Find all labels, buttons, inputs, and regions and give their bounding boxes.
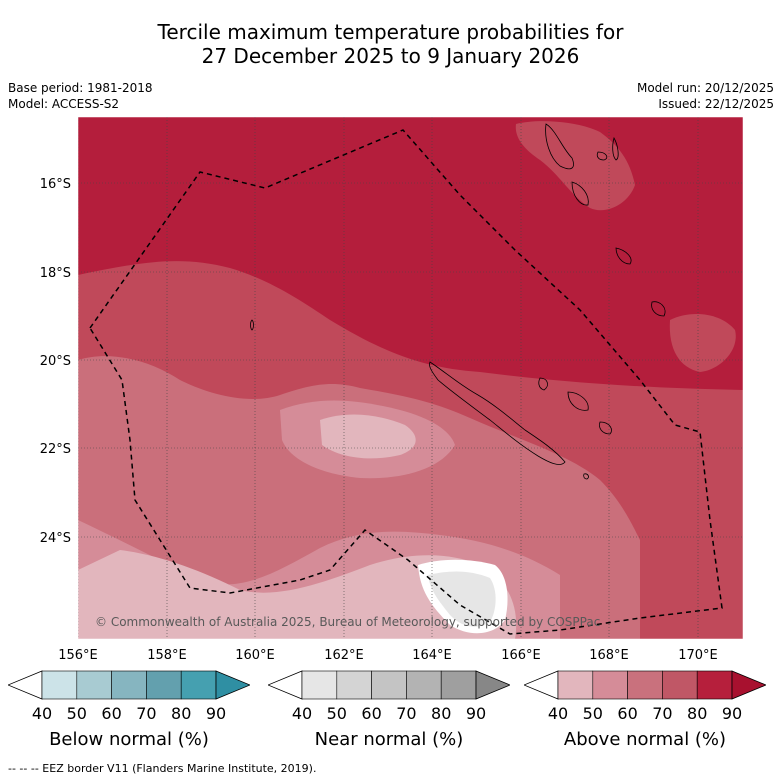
colorbar-tick-label: 50 xyxy=(326,704,347,723)
lat-labels: 16°S 18°S 20°S 22°S 24°S xyxy=(40,177,71,546)
colorbar-extend-high xyxy=(731,670,768,700)
meta-right: Model run: 20/12/2025 Issued: 22/12/2025 xyxy=(637,80,774,112)
lon-label: 168°E xyxy=(589,648,629,663)
colorbar-swatch xyxy=(336,670,372,700)
lon-label: 158°E xyxy=(147,648,187,663)
colorbar-tick-label: 40 xyxy=(547,704,569,723)
colorbar-near-swatches xyxy=(266,670,512,700)
colorbar-swatch xyxy=(371,670,407,700)
chesterfield-islet xyxy=(250,319,254,331)
vanuatu-south-coast xyxy=(615,247,632,265)
colorbar-tick-label: 40 xyxy=(31,704,53,723)
colorbar-below-ticks: 40 50 60 70 80 90 xyxy=(8,704,250,724)
colorbar-extend-low xyxy=(266,670,303,700)
probability-field: © Commonwealth of Australia 2025, Bureau… xyxy=(78,117,743,639)
colorbar-tick-label: 90 xyxy=(465,704,487,723)
colorbar-swatch xyxy=(440,670,477,700)
lon-label: 162°E xyxy=(324,648,364,663)
colorbar-tick-label: 60 xyxy=(361,704,382,723)
colorbar-tick-label: 60 xyxy=(617,704,638,723)
colorbar-tick-label: 50 xyxy=(66,704,87,723)
colorbar-extend-low xyxy=(6,670,43,700)
colorbar-tick-label: 90 xyxy=(205,704,227,723)
colorbar-swatch xyxy=(111,670,147,700)
colorbar-tick-label: 80 xyxy=(687,704,708,723)
island-loyalty-2 xyxy=(538,377,548,391)
lon-labels: 156°E 158°E 160°E 162°E 164°E 166°E 168°… xyxy=(58,648,718,663)
new-caledonia-coast xyxy=(429,361,566,465)
lon-label: 170°E xyxy=(678,648,718,663)
title-line-1: Tercile maximum temperature probabilitie… xyxy=(157,20,624,44)
above-70-80-region-e xyxy=(669,314,736,372)
colorbar-swatch xyxy=(146,670,182,700)
colorbar-tick-label: 80 xyxy=(171,704,192,723)
colorbar-swatch xyxy=(41,670,78,700)
colorbar-tick-label: 70 xyxy=(396,704,417,723)
lon-label: 156°E xyxy=(58,648,98,663)
near-normal-40-50-area xyxy=(428,571,496,627)
lat-label: 18°S xyxy=(40,266,71,281)
colorbar-tick-label: 90 xyxy=(721,704,743,723)
map-frame xyxy=(77,116,744,640)
colorbar-swatch xyxy=(592,670,628,700)
colorbar-swatch xyxy=(696,670,733,700)
colorbar-swatch xyxy=(180,670,217,700)
colorbar-above-swatches xyxy=(522,670,768,700)
lon-label: 160°E xyxy=(235,648,275,663)
colorbar-near-label: Near normal (%) xyxy=(314,729,464,750)
colorbar-extend-high xyxy=(475,670,512,700)
meta-left: Base period: 1981-2018 Model: ACCESS-S2 xyxy=(8,80,153,112)
island-east-1 xyxy=(651,301,666,317)
isle-of-pines-coast xyxy=(583,473,589,480)
island-loyalty-3 xyxy=(599,421,612,435)
colorbar-above-ticks: 40 50 60 70 80 90 xyxy=(524,704,766,724)
colorbar-swatch xyxy=(301,670,338,700)
map-title: Tercile maximum temperature probabilitie… xyxy=(0,20,781,68)
island-ne-2 xyxy=(612,136,619,161)
copyright-notice: © Commonwealth of Australia 2025, Bureau… xyxy=(95,615,600,629)
lat-label: 24°S xyxy=(40,531,71,546)
island-ne-1 xyxy=(596,151,608,161)
coastlines xyxy=(250,123,666,480)
lat-label: 16°S xyxy=(40,177,71,192)
colorbar-tick-label: 50 xyxy=(582,704,603,723)
model-run: Model run: 20/12/2025 xyxy=(636,81,774,95)
colorbar-swatch xyxy=(627,670,663,700)
lat-label: 20°S xyxy=(40,354,71,369)
above-70-80-region-ne xyxy=(515,121,635,211)
colorbar-extend-low xyxy=(522,670,559,700)
colorbar-near-ticks: 40 50 60 70 80 90 xyxy=(268,704,510,724)
colorbar-above-normal: 40 50 60 70 80 90 Above normal (%) xyxy=(522,665,768,750)
vanuatu-north-coast xyxy=(545,123,574,170)
colorbar-below-swatches xyxy=(6,670,252,700)
colorbar-tick-label: 40 xyxy=(291,704,313,723)
colorbar-tick-label: 60 xyxy=(101,704,122,723)
model-name: Model: ACCESS-S2 xyxy=(8,97,120,111)
above-40-50-region-south xyxy=(78,550,517,639)
eez-border xyxy=(89,129,723,635)
colorbar-tick-label: 70 xyxy=(136,704,157,723)
colorbar-swatch xyxy=(662,670,698,700)
colorbar-extend-high xyxy=(215,670,252,700)
colorbar-near-normal: 40 50 60 70 80 90 Near normal (%) xyxy=(266,665,512,750)
lat-label: 22°S xyxy=(40,442,71,457)
lon-label: 166°E xyxy=(501,648,541,663)
eez-legend-footer: -- -- -- EEZ border V11 (Flanders Marine… xyxy=(8,762,317,775)
gridlines xyxy=(78,117,743,639)
lon-label: 164°E xyxy=(412,648,452,663)
issued-date: Issued: 22/12/2025 xyxy=(658,97,774,111)
colorbar-tick-label: 70 xyxy=(652,704,673,723)
colorbar-below-normal: 40 50 60 70 80 90 Below normal (%) xyxy=(6,665,252,750)
base-period: Base period: 1981-2018 xyxy=(8,81,153,95)
title-line-2: 27 December 2025 to 9 January 2026 xyxy=(201,44,580,68)
colorbar-swatch xyxy=(406,670,442,700)
colorbar-swatch xyxy=(76,670,112,700)
colorbar-below-label: Below normal (%) xyxy=(49,729,209,750)
colorbar-above-label: Above normal (%) xyxy=(563,729,727,750)
colorbar-swatch xyxy=(557,670,594,700)
loyalty-islands-coast xyxy=(567,391,589,411)
vanuatu-mid-coast xyxy=(571,181,589,206)
colorbar-tick-label: 80 xyxy=(431,704,452,723)
